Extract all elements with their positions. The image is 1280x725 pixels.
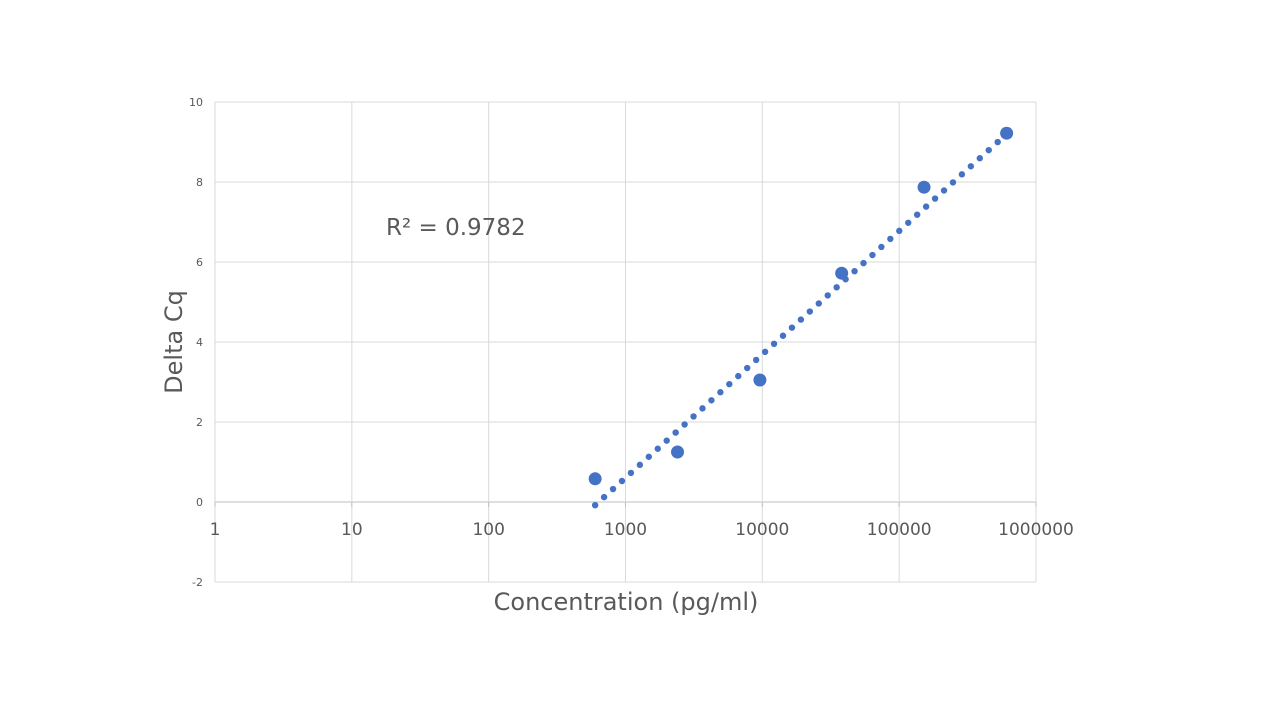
y-tick-label: 4 — [196, 336, 203, 349]
trendline-dot — [636, 461, 644, 469]
trendline-dot — [833, 284, 840, 291]
y-tick-label: 2 — [196, 416, 203, 429]
x-tick-label: 10000 — [735, 520, 789, 540]
trendline-dot — [708, 397, 715, 404]
data-point — [835, 266, 849, 280]
y-tick-label: 8 — [196, 176, 203, 189]
trendline-dot — [851, 267, 858, 275]
trendline-dot — [681, 421, 688, 428]
trendline — [591, 130, 1010, 509]
y-axis-title: Delta Cq — [160, 290, 188, 394]
x-tick-label: 10 — [341, 520, 363, 540]
trendline-dot — [797, 316, 805, 323]
trendline-dot — [887, 235, 894, 243]
x-tick-label: 100000 — [867, 520, 932, 540]
trendline-dot — [905, 219, 912, 226]
trendline-dot — [869, 251, 876, 259]
trendline-dot — [815, 300, 822, 307]
y-tick-label: 0 — [196, 496, 203, 509]
trendline-dot — [967, 163, 975, 170]
trendline-dot — [860, 259, 867, 267]
data-points — [588, 126, 1014, 486]
trendline-dot — [663, 437, 670, 444]
trendline-dot — [672, 429, 679, 436]
data-point — [588, 472, 602, 486]
trendline-dot — [931, 195, 939, 202]
trendline-dot — [591, 502, 599, 509]
data-point — [671, 445, 685, 459]
trendline-dot — [896, 227, 903, 235]
tick-labels: -2 0 2 4 6 8 10 1 10 100 1000 10000 100000 1000000 — [189, 96, 1074, 589]
trendline-dot — [618, 477, 626, 485]
trendline-dot — [770, 340, 778, 348]
y-tick-label: -2 — [192, 576, 203, 589]
trendline-dot — [806, 308, 814, 315]
trendline-dot — [976, 155, 983, 162]
trendline-dot — [752, 356, 760, 364]
trendline-dot — [913, 211, 921, 218]
trendline-dot — [824, 292, 831, 299]
data-point — [1000, 126, 1014, 140]
data-point — [753, 373, 767, 387]
trendline-dot — [645, 453, 653, 460]
y-tick-label: 6 — [196, 256, 203, 269]
x-tick-label: 100 — [472, 520, 504, 540]
grid-layer — [214, 101, 1037, 583]
trendline-dot — [735, 372, 742, 380]
x-tick-label: 1000 — [604, 520, 647, 540]
trendline-dot — [690, 413, 697, 420]
trendline-dot — [779, 332, 787, 339]
trendline-dot — [994, 138, 1001, 146]
trendline-dot — [609, 485, 617, 493]
y-tick-label: 10 — [189, 96, 203, 109]
trendline-dot — [940, 187, 948, 194]
trendline-dot — [654, 445, 661, 452]
trendline-dot — [600, 493, 608, 501]
data-point — [917, 180, 931, 194]
trendline-dot — [949, 179, 957, 186]
x-axis-title: Concentration (pg/ml) — [494, 588, 759, 616]
trendline-dot — [699, 405, 706, 412]
trendline-dot — [878, 243, 885, 251]
x-tick-label: 1 — [210, 520, 221, 540]
r-squared-annotation: R² = 0.9782 — [386, 215, 526, 241]
trendline-dot — [726, 380, 733, 388]
trendline-dot — [788, 324, 796, 331]
trendline-dot — [761, 348, 769, 356]
trendline-dot — [985, 146, 992, 154]
trendline-dot — [958, 171, 966, 178]
trendline-dot — [922, 203, 930, 210]
trendline-dot — [627, 469, 635, 477]
x-tick-label: 1000000 — [998, 520, 1074, 540]
trendline-dot — [744, 364, 751, 372]
trendline-dot — [717, 389, 724, 396]
